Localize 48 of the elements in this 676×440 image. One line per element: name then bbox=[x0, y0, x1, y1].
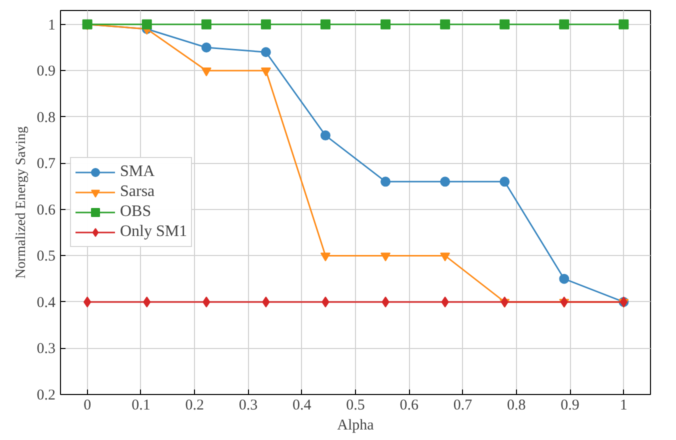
x-tick-label: 0.3 bbox=[238, 398, 258, 414]
point bbox=[320, 130, 330, 140]
point bbox=[83, 296, 92, 308]
point bbox=[201, 68, 212, 76]
x-tick-label: 0.8 bbox=[507, 398, 526, 414]
point bbox=[500, 19, 510, 30]
y-tick-label: 0.5 bbox=[36, 248, 56, 265]
x-tick-label: 0.2 bbox=[185, 398, 204, 414]
point bbox=[380, 176, 391, 187]
y-tick-label: 0.3 bbox=[36, 341, 56, 358]
point bbox=[260, 47, 271, 58]
x-tick-label: 0.4 bbox=[292, 398, 312, 414]
point bbox=[618, 19, 629, 30]
x-tick-label: 0 bbox=[84, 398, 92, 414]
point bbox=[201, 19, 212, 30]
point bbox=[440, 19, 450, 30]
x-tick-label: 0.1 bbox=[132, 398, 150, 414]
point bbox=[440, 176, 450, 187]
point bbox=[201, 42, 212, 53]
x-tick-label: 1 bbox=[620, 398, 628, 414]
y-tick-label: 0.6 bbox=[36, 202, 56, 218]
point bbox=[440, 252, 450, 262]
legend-label: OBS bbox=[120, 203, 152, 221]
point bbox=[559, 274, 570, 284]
point bbox=[320, 19, 330, 30]
x-tick-label: 0.7 bbox=[453, 398, 473, 414]
y-axis-title: Normalized Energy Saving bbox=[14, 126, 29, 279]
x-tick-label: 0.5 bbox=[346, 398, 365, 414]
legend-label: Sarsa bbox=[120, 183, 155, 201]
x-tick-label: 0.9 bbox=[560, 398, 580, 414]
legend-label: Only SM1 bbox=[120, 223, 188, 241]
point bbox=[500, 176, 510, 187]
x-tick-label: 0.6 bbox=[400, 398, 420, 414]
point bbox=[559, 19, 570, 30]
point bbox=[260, 19, 271, 30]
point bbox=[320, 252, 330, 262]
y-tick-label: 1 bbox=[48, 17, 56, 34]
y-tick-label: 0.9 bbox=[36, 64, 56, 80]
y-tick-label: 0.7 bbox=[36, 156, 56, 172]
y-tick-label: 0.4 bbox=[36, 294, 56, 311]
legend-label: SMA bbox=[120, 163, 155, 181]
point bbox=[380, 252, 391, 262]
y-tick-label: 0.2 bbox=[36, 388, 56, 404]
point bbox=[380, 19, 391, 30]
x-axis-title: Alpha bbox=[337, 418, 374, 434]
point bbox=[260, 68, 271, 76]
y-tick-label: 0.8 bbox=[36, 110, 56, 126]
point bbox=[142, 19, 152, 30]
